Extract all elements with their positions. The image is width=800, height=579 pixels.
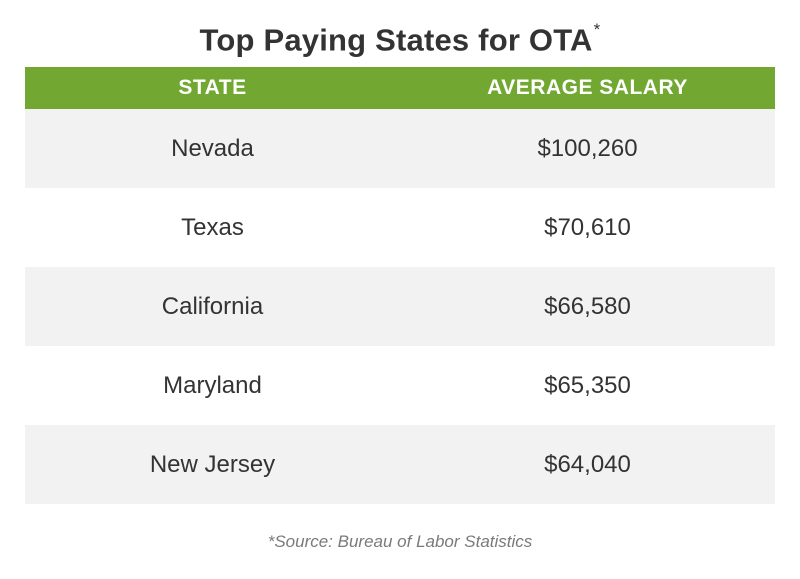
salary-cell: $66,580 xyxy=(544,292,631,320)
table-body: Nevada $100,260 Texas $70,610 California $66,… xyxy=(25,109,775,504)
table-header: STATE AVERAGE SALARY xyxy=(25,67,775,109)
salary-table: STATE AVERAGE SALARY Nevada $100,260 Texas… xyxy=(25,67,775,504)
footnote-marker: * xyxy=(593,20,601,39)
state-cell: Nevada xyxy=(171,134,254,162)
column-header-state: STATE xyxy=(178,76,247,99)
source-note: *Source: Bureau of Labor Statistics xyxy=(267,532,533,551)
table-row: Nevada $100,260 xyxy=(25,109,775,188)
salary-cell: $65,350 xyxy=(544,371,631,399)
table-row: New Jersey $64,040 xyxy=(25,425,775,504)
table-row: Texas $70,610 xyxy=(25,188,775,267)
salary-cell: $70,610 xyxy=(544,213,631,241)
column-header-salary: AVERAGE SALARY xyxy=(487,76,688,99)
title-text: Top Paying States for OTA xyxy=(199,22,593,58)
state-cell: Texas xyxy=(181,213,244,241)
salary-cell: $100,260 xyxy=(537,134,638,162)
state-cell: New Jersey xyxy=(149,450,276,478)
table-row: California $66,580 xyxy=(25,267,775,346)
state-cell: California xyxy=(161,292,264,320)
table-row: Maryland $65,350 xyxy=(25,346,775,425)
salary-cell: $64,040 xyxy=(544,450,631,478)
state-cell: Maryland xyxy=(163,371,262,399)
page-title: Top Paying States for OTA* xyxy=(0,14,800,60)
header-row: STATE AVERAGE SALARY xyxy=(25,67,775,109)
